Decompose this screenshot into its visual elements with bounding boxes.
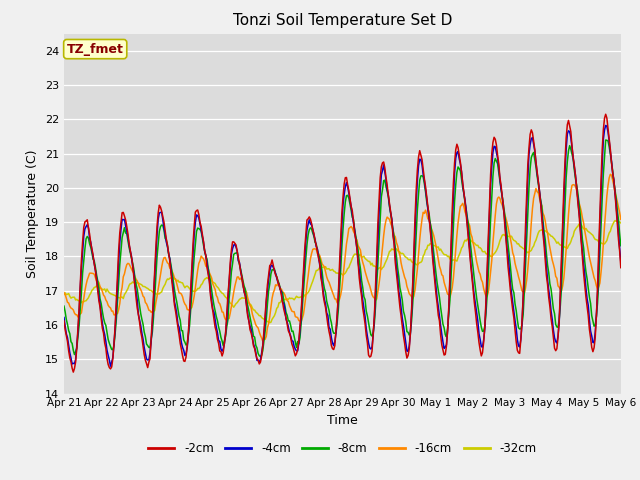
Text: TZ_fmet: TZ_fmet	[67, 43, 124, 56]
X-axis label: Time: Time	[327, 414, 358, 427]
Y-axis label: Soil Temperature (C): Soil Temperature (C)	[26, 149, 39, 278]
Title: Tonzi Soil Temperature Set D: Tonzi Soil Temperature Set D	[233, 13, 452, 28]
Legend: -2cm, -4cm, -8cm, -16cm, -32cm: -2cm, -4cm, -8cm, -16cm, -32cm	[144, 437, 541, 460]
